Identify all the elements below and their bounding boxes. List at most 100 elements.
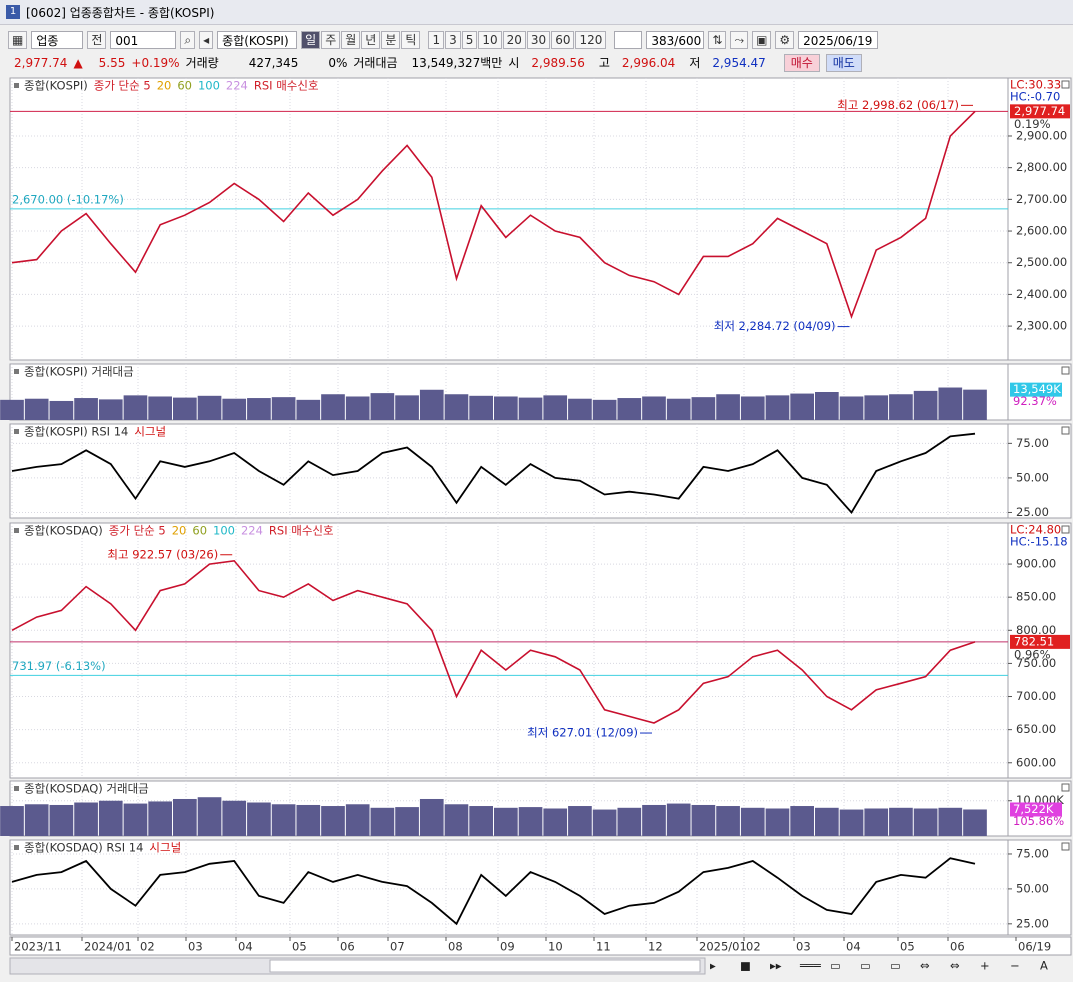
series-line — [11, 432, 976, 515]
panel-close — [1061, 80, 1070, 89]
low: 2,954.47 — [712, 55, 766, 70]
code-input[interactable]: 001 — [110, 31, 177, 49]
market-select[interactable]: 업종 — [31, 31, 84, 49]
volume-bar — [345, 396, 370, 420]
volume-bar — [642, 804, 666, 836]
tool-button[interactable]: ⇅ — [708, 31, 727, 49]
axis-panel — [1007, 522, 1072, 779]
volume-bar — [197, 395, 222, 420]
nav-button[interactable]: + — [980, 959, 990, 973]
rate: +0.19% — [131, 55, 180, 70]
volume-bar — [889, 394, 913, 420]
y-tick-label: 75.00 — [1016, 436, 1049, 450]
volume-bar — [543, 808, 568, 836]
nav-button[interactable]: − — [1010, 959, 1020, 973]
buy-button[interactable]: 매수 — [783, 53, 820, 72]
nav-button[interactable]: ▭ — [830, 959, 841, 973]
high-label: 고 — [598, 56, 610, 70]
nav-button[interactable]: ▸▸ — [770, 959, 782, 973]
legend-item: 224 — [226, 79, 248, 93]
volume-bar — [444, 804, 469, 836]
date-box[interactable]: 2025/06/19 — [798, 31, 879, 49]
scope-button[interactable]: 전 — [87, 31, 107, 49]
change: 5.55 — [98, 55, 126, 70]
last-volume-box — [1010, 802, 1062, 817]
nav-button[interactable]: ■ — [740, 959, 751, 973]
volume-bar — [24, 398, 49, 420]
legend-item: 종가 단순 5 — [94, 79, 151, 93]
panel — [9, 839, 1009, 936]
volume-bar — [839, 809, 864, 836]
tool-button[interactable]: ⤳ — [730, 31, 749, 49]
panel-close — [1061, 783, 1070, 792]
nav-button[interactable]: ▸ — [710, 959, 716, 973]
toolbar-button[interactable]: 일 — [301, 31, 321, 49]
nav-button[interactable]: A — [1040, 959, 1048, 973]
settings-button[interactable]: ⚙ — [775, 31, 795, 49]
y-tick-label: 600.00 — [1016, 755, 1056, 769]
search-button[interactable]: ⌕ — [180, 31, 196, 49]
legend-item: 종가 단순 5 — [109, 524, 166, 538]
volume-bar — [271, 397, 296, 420]
toolbar-button[interactable]: 월 — [341, 31, 361, 49]
volume-bar — [716, 806, 740, 836]
chart-area: 2,300.00 2,400.00 2,500.00 2,600.00 2,700.00… — [0, 76, 1073, 982]
volume-bar — [271, 804, 296, 836]
volume-bar — [419, 798, 444, 836]
toolbar-button[interactable]: 60 — [551, 31, 575, 49]
high: 2,996.04 — [621, 55, 676, 70]
sell-button[interactable]: 매도 — [825, 53, 862, 72]
x-tick-label: 07 — [390, 940, 405, 954]
scroll-thumb — [269, 959, 701, 973]
nav-button[interactable]: ⇔ — [950, 959, 960, 973]
volume-bar — [74, 398, 98, 420]
axis-panel — [1007, 77, 1072, 361]
nav-button[interactable]: ▭ — [890, 959, 901, 973]
toolbar-button[interactable]: 3 — [445, 31, 461, 49]
toolbar-button[interactable]: 5 — [461, 31, 478, 49]
x-tick-label: 2024/01 — [84, 940, 132, 954]
toolbar-button[interactable]: 120 — [575, 31, 607, 49]
grid-icon[interactable]: ▦ — [8, 31, 28, 49]
y-tick-label: 50.00 — [1016, 470, 1049, 484]
volume-bar — [370, 393, 395, 420]
volume-bar — [938, 807, 963, 836]
toolbar-button[interactable]: 주 — [321, 31, 341, 49]
x-tick-label: 03 — [796, 940, 811, 954]
toolbar-button[interactable]: 틱 — [401, 31, 421, 49]
x-tick-label: 08 — [448, 940, 463, 954]
y-tick-label: 2,500.00 — [1016, 255, 1067, 269]
amount: 13,549,327백만 — [411, 56, 503, 70]
volume-bar — [74, 802, 98, 836]
sound-button[interactable]: ◂ — [199, 31, 214, 49]
toolbar-button[interactable]: 년 — [361, 31, 381, 49]
volume-bar — [666, 398, 691, 420]
nav-button[interactable]: ═══ — [799, 959, 822, 973]
legend-item: 20 — [157, 79, 172, 93]
panel-close — [1061, 525, 1070, 534]
volume-bar — [592, 399, 617, 420]
volume-bar — [197, 797, 222, 836]
panel-icon — [14, 528, 19, 533]
nav-button[interactable]: ⇔ — [920, 959, 930, 973]
volume-bar — [469, 806, 493, 836]
legend-item: 100 — [198, 79, 220, 93]
toolbar-button[interactable]: 10 — [478, 31, 502, 49]
save-button[interactable]: ▣ — [752, 31, 772, 49]
x-tick-label: 09 — [500, 940, 515, 954]
axis-panel — [1007, 423, 1072, 519]
y-tick-label: 2,600.00 — [1016, 224, 1067, 238]
volume-bar — [864, 395, 889, 420]
volume-bar — [222, 800, 247, 836]
x-tick-label: 06 — [340, 940, 355, 954]
toolbar-button[interactable]: 30 — [526, 31, 551, 49]
legend-item: RSI 매수신호 — [269, 524, 334, 538]
toolbar-button[interactable]: 분 — [381, 31, 401, 49]
quote-row: 2,977.74 ▲ 5.55 +0.19% 거래량 427,345 0% 거래대… — [0, 52, 1073, 73]
volume-bar — [518, 397, 543, 420]
toolbar-button[interactable]: 1 — [428, 31, 445, 49]
toolbar-button[interactable]: 20 — [502, 31, 526, 49]
panel-icon — [14, 83, 19, 88]
interval-select[interactable] — [614, 31, 643, 49]
nav-button[interactable]: ▭ — [860, 959, 871, 973]
